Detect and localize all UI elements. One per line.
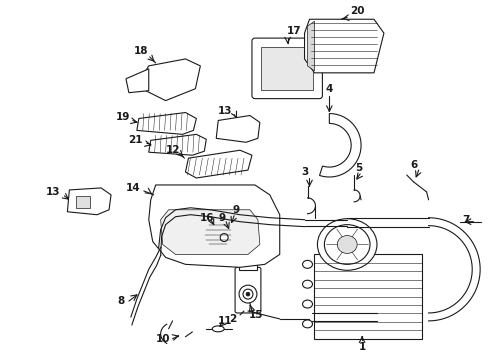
Polygon shape: [126, 69, 149, 93]
Polygon shape: [137, 113, 196, 134]
Text: 13: 13: [46, 187, 61, 197]
Ellipse shape: [302, 300, 313, 308]
Text: 13: 13: [218, 105, 232, 116]
Ellipse shape: [243, 289, 253, 299]
Ellipse shape: [246, 292, 250, 296]
Bar: [315, 255, 421, 339]
Text: 7: 7: [463, 215, 470, 225]
FancyBboxPatch shape: [252, 38, 322, 99]
Polygon shape: [149, 134, 206, 155]
Text: 20: 20: [350, 6, 365, 16]
Ellipse shape: [302, 260, 313, 268]
Text: 9: 9: [233, 205, 240, 215]
Polygon shape: [216, 116, 260, 142]
Text: 16: 16: [200, 213, 215, 223]
Ellipse shape: [318, 219, 377, 270]
Text: 10: 10: [155, 334, 170, 344]
Polygon shape: [149, 185, 280, 267]
Text: 1: 1: [359, 342, 366, 352]
Text: 17: 17: [287, 26, 302, 36]
Ellipse shape: [204, 217, 232, 252]
Polygon shape: [305, 19, 384, 73]
Ellipse shape: [324, 225, 370, 264]
Text: 19: 19: [116, 112, 130, 122]
Text: 21: 21: [128, 135, 143, 145]
Ellipse shape: [302, 320, 313, 328]
Polygon shape: [141, 59, 200, 100]
Bar: [261, 47, 314, 90]
Text: 11: 11: [218, 316, 232, 326]
Text: 15: 15: [248, 310, 263, 320]
Ellipse shape: [239, 285, 257, 303]
Text: 12: 12: [165, 145, 180, 155]
Ellipse shape: [220, 234, 228, 242]
Bar: [239, 264, 257, 270]
Ellipse shape: [302, 280, 313, 288]
Ellipse shape: [212, 326, 224, 332]
Polygon shape: [68, 188, 111, 215]
Polygon shape: [319, 113, 361, 177]
Text: 18: 18: [134, 46, 148, 56]
Text: 8: 8: [117, 296, 124, 306]
Text: 6: 6: [410, 160, 417, 170]
Text: 9: 9: [219, 213, 226, 223]
Polygon shape: [185, 150, 252, 178]
Bar: [76, 196, 90, 208]
Ellipse shape: [337, 235, 357, 253]
Text: 3: 3: [301, 167, 308, 177]
Text: 2: 2: [229, 314, 237, 324]
Text: 5: 5: [355, 163, 363, 173]
Text: 14: 14: [125, 183, 140, 193]
Polygon shape: [161, 210, 260, 255]
FancyBboxPatch shape: [235, 267, 261, 313]
Text: 4: 4: [326, 84, 333, 94]
Polygon shape: [308, 21, 315, 71]
